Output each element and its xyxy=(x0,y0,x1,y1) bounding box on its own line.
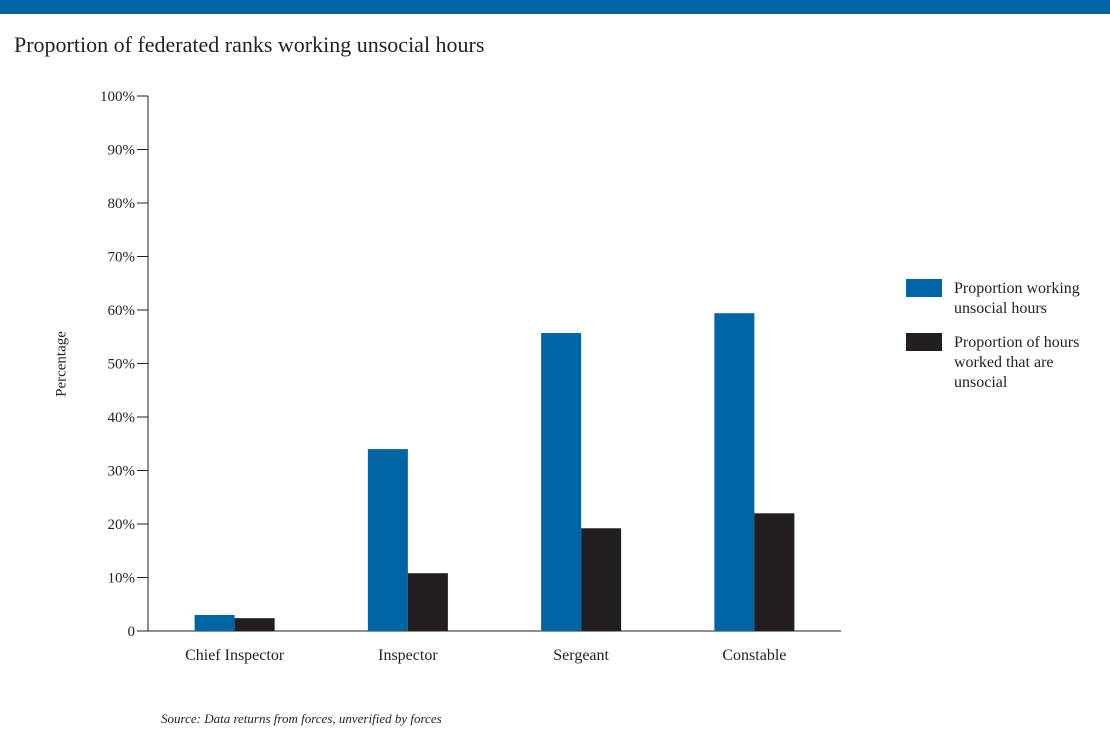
y-tick-label: 80% xyxy=(108,196,136,212)
y-tick-label: 10% xyxy=(108,571,136,587)
bar-hours-unsocial xyxy=(754,513,795,631)
y-tick-label: 40% xyxy=(108,410,136,426)
legend-label: Proportion working unsocial hours xyxy=(954,280,1080,317)
y-tick-label: 0 xyxy=(128,624,136,640)
bar-hours-unsocial xyxy=(234,618,275,631)
x-tick-label: Sergeant xyxy=(553,647,609,664)
x-tick-label: Constable xyxy=(722,647,786,664)
bar-working-unsocial xyxy=(367,449,408,631)
bar-working-unsocial xyxy=(194,614,235,631)
bar-working-unsocial xyxy=(541,333,582,631)
y-tick-label: 30% xyxy=(108,464,136,480)
chart-title: Proportion of federated ranks working un… xyxy=(14,32,485,57)
header-bar xyxy=(0,0,1110,14)
y-tick-label: 90% xyxy=(108,143,136,159)
y-tick-label: 70% xyxy=(108,250,136,266)
bar-working-unsocial xyxy=(714,313,755,631)
bar-hours-unsocial xyxy=(407,573,448,631)
y-tick-label: 100% xyxy=(100,89,135,105)
y-tick-label: 20% xyxy=(108,517,136,533)
y-tick-label: 60% xyxy=(108,303,136,319)
legend-swatch-black xyxy=(906,333,942,351)
legend-label: Proportion of hours worked that are unso… xyxy=(954,334,1080,391)
bar-hours-unsocial xyxy=(581,528,622,631)
legend-item-unsocial-proportion: Proportion working unsocial hours xyxy=(906,279,1104,319)
y-tick-label: 50% xyxy=(108,357,136,373)
x-tick-label: Chief Inspector xyxy=(185,647,285,664)
legend-item-unsocial-hours: Proportion of hours worked that are unso… xyxy=(906,333,1104,393)
legend-swatch-blue xyxy=(906,279,942,297)
source-note: Source: Data returns from forces, unveri… xyxy=(161,711,442,726)
x-tick-label: Inspector xyxy=(378,647,438,664)
